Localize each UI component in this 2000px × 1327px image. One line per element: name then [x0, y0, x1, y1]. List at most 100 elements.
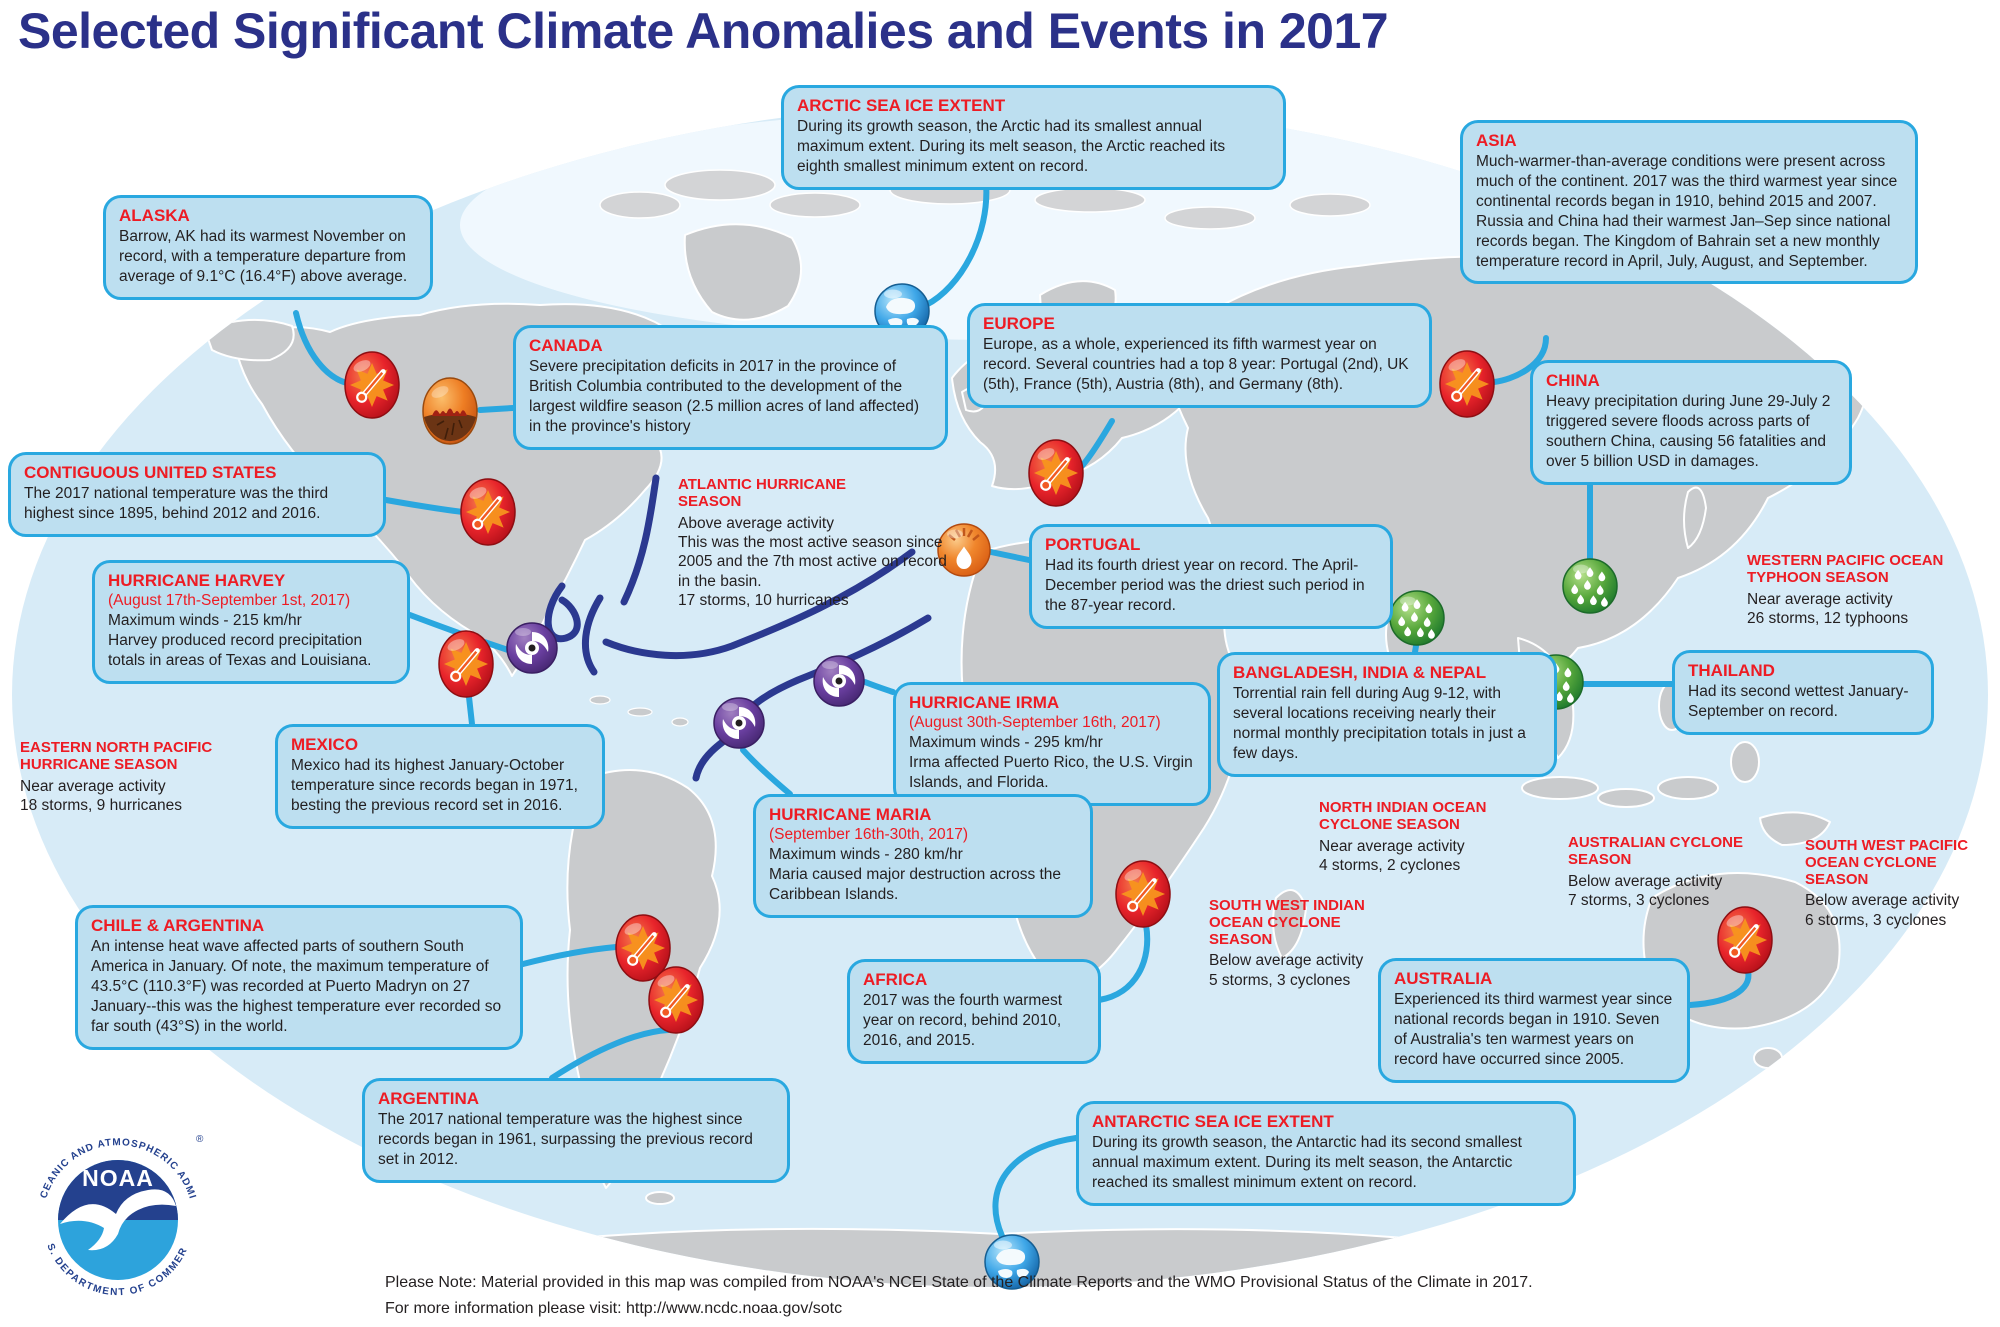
callout-arctic-sea-ice: ARCTIC SEA ICE EXTENT During its growth …	[781, 85, 1286, 190]
callout-body: Maximum winds - 280 km/hr Maria caused m…	[769, 846, 1062, 903]
callout-body: Europe, as a whole, experienced its fift…	[983, 336, 1409, 394]
callout-title: HURRICANE IRMA	[909, 693, 1060, 712]
connector-antarctic	[992, 1135, 1079, 1239]
label-north-indian-ocean-cyclone-season: NORTH INDIAN OCEAN CYCLONE SEASON Near a…	[1319, 799, 1554, 875]
heat-thermometer-icon-australia	[1717, 906, 1773, 974]
callout-china: CHINA Heavy precipitation during June 29…	[1530, 360, 1852, 485]
connector-maria	[740, 747, 793, 797]
callout-title: AUSTRALIA	[1394, 969, 1493, 988]
footer-note: Please Note: Material provided in this m…	[385, 1274, 1533, 1291]
callout-body: 2017 was the fourth warmest year on reco…	[863, 992, 1063, 1050]
callout-title: CHINA	[1546, 371, 1600, 390]
label-title: WESTERN PACIFIC OCEAN TYPHOON SEASON	[1747, 552, 1944, 586]
label-title: SOUTH WEST INDIAN OCEAN CYCLONE SEASON	[1209, 897, 1365, 948]
connector-canada	[477, 405, 516, 413]
callout-body: The 2017 national temperature was the th…	[24, 485, 329, 523]
heat-thermometer-icon-chile-south	[648, 966, 704, 1034]
region-alaska	[204, 318, 295, 362]
connector-contiguous-us	[383, 497, 466, 515]
heat-thermometer-icon-western-us	[460, 478, 516, 546]
logo-seagull	[60, 1189, 176, 1251]
label-eastern-north-pacific-hurricane-season: EASTERN NORTH PACIFIC HURRICANE SEASON N…	[20, 739, 280, 815]
callout-body: Barrow, AK had its warmest November on r…	[119, 228, 408, 286]
callout-body: Mexico had its highest January-October t…	[291, 757, 578, 815]
island-greenland	[683, 223, 803, 321]
label-south-west-indian-ocean-cyclone-season: SOUTH WEST INDIAN OCEAN CYCLONE SEASON B…	[1209, 897, 1409, 990]
callout-title: THAILAND	[1688, 661, 1775, 680]
label-title: AUSTRALIAN CYCLONE SEASON	[1568, 834, 1743, 868]
callout-title: AFRICA	[863, 970, 928, 989]
callout-title: HURRICANE HARVEY	[108, 571, 286, 590]
callout-hurricane-irma: HURRICANE IRMA (August 30th-September 16…	[893, 682, 1211, 806]
heat-thermometer-icon-russia	[1439, 350, 1495, 418]
callout-australia: AUSTRALIA Experienced its third warmest …	[1378, 958, 1690, 1083]
callout-chile-argentina: CHILE & ARGENTINA An intense heat wave a…	[75, 905, 523, 1050]
label-body: Near average activity 4 storms, 2 cyclon…	[1319, 837, 1465, 874]
callout-body: Heavy precipitation during June 29-July …	[1546, 393, 1831, 470]
callout-body: Maximum winds - 215 km/hr Harvey produce…	[108, 612, 372, 669]
heat-thermometer-icon-alaska	[344, 351, 400, 419]
hurricane-icon-maria	[713, 697, 765, 749]
connector-bangladesh	[1412, 643, 1419, 655]
callout-hurricane-maria: HURRICANE MARIA (September 16th-30th, 20…	[753, 794, 1093, 918]
callout-title: ALASKA	[119, 206, 190, 225]
callout-bangladesh-india-nepal: BANGLADESH, INDIA & NEPAL Torrential rai…	[1217, 652, 1557, 777]
label-body: Below average activity 6 storms, 3 cyclo…	[1805, 892, 1960, 929]
callout-body: Experienced its third warmest year since…	[1394, 991, 1673, 1068]
connector-alaska	[293, 310, 350, 386]
label-body: Above average activity This was the most…	[678, 514, 947, 610]
callout-portugal: PORTUGAL Had its fourth driest year on r…	[1029, 524, 1393, 629]
callout-body: An intense heat wave affected parts of s…	[91, 938, 502, 1035]
footer-more-info: For more information please visit: http:…	[385, 1296, 1945, 1322]
hurricane-icon-harvey	[506, 622, 558, 674]
label-title: EASTERN NORTH PACIFIC HURRICANE SEASON	[20, 739, 213, 773]
callout-dates: (August 17th-September 1st, 2017)	[108, 592, 351, 610]
label-body: Near average activity 26 storms, 12 typh…	[1747, 590, 1909, 627]
callout-antarctic-sea-ice: ANTARCTIC SEA ICE EXTENT During its grow…	[1076, 1101, 1576, 1206]
footer: Please Note: Material provided in this m…	[385, 1270, 1945, 1321]
connector-mexico	[466, 694, 475, 727]
connector-portugal	[988, 549, 1032, 563]
island-new-zealand-north	[1897, 1067, 1919, 1095]
label-title: NORTH INDIAN OCEAN CYCLONE SEASON	[1319, 799, 1487, 833]
connector-chile	[520, 944, 619, 967]
label-atlantic-hurricane-season: ATLANTIC HURRICANE SEASON Above average …	[678, 476, 963, 610]
heat-thermometer-icon-africa	[1115, 860, 1171, 928]
callout-title: EUROPE	[983, 314, 1055, 333]
callout-title: PORTUGAL	[1045, 535, 1141, 554]
label-body: Below average activity 5 storms, 3 cyclo…	[1209, 952, 1364, 989]
connector-asia	[1491, 335, 1549, 385]
rain-flood-icon-china	[1562, 558, 1618, 614]
callout-title: MEXICO	[291, 735, 359, 754]
callout-hurricane-harvey: HURRICANE HARVEY (August 17th-September …	[92, 560, 410, 684]
callout-thailand: THAILAND Had its second wettest January-…	[1672, 650, 1934, 736]
callout-title: CHILE & ARGENTINA	[91, 916, 265, 935]
callout-dates: (September 16th-30th, 2017)	[769, 826, 969, 844]
island-new-zealand-south	[1873, 1096, 1897, 1119]
callout-title: ARGENTINA	[378, 1089, 480, 1108]
wildfire-icon-canada	[422, 377, 478, 445]
connector-argentina	[549, 1027, 671, 1081]
callout-title: ASIA	[1476, 131, 1517, 150]
callout-body: During its growth season, the Arctic had…	[797, 118, 1226, 176]
label-title: SOUTH WEST PACIFIC OCEAN CYCLONE SEASON	[1805, 837, 1969, 888]
connector-arctic	[923, 180, 990, 308]
island-madagascar	[1272, 889, 1307, 959]
island-tasmania	[1753, 1047, 1783, 1069]
islands-caribbean	[589, 695, 689, 727]
callout-argentina: ARGENTINA The 2017 national temperature …	[362, 1078, 790, 1183]
connector-irma	[862, 679, 896, 695]
connector-africa	[1096, 922, 1151, 1003]
callout-canada: CANADA Severe precipitation deficits in …	[513, 325, 948, 450]
callout-title: ARCTIC SEA ICE EXTENT	[797, 96, 1006, 115]
footer-url[interactable]: http://www.ncdc.noaa.gov/sotc	[625, 1299, 843, 1317]
callout-africa: AFRICA 2017 was the fourth warmest year …	[847, 959, 1101, 1064]
callout-body: During its growth season, the Antarctic …	[1092, 1134, 1522, 1192]
label-title: ATLANTIC HURRICANE SEASON	[678, 476, 847, 510]
label-south-west-pacific-ocean-cyclone-season: SOUTH WEST PACIFIC OCEAN CYCLONE SEASON …	[1805, 837, 2000, 930]
page-title: Selected Significant Climate Anomalies a…	[18, 3, 1389, 59]
callout-europe: EUROPE Europe, as a whole, experienced i…	[967, 303, 1432, 408]
rain-flood-icon-india	[1389, 590, 1445, 646]
callout-body: Had its second wettest January-September…	[1688, 683, 1909, 721]
